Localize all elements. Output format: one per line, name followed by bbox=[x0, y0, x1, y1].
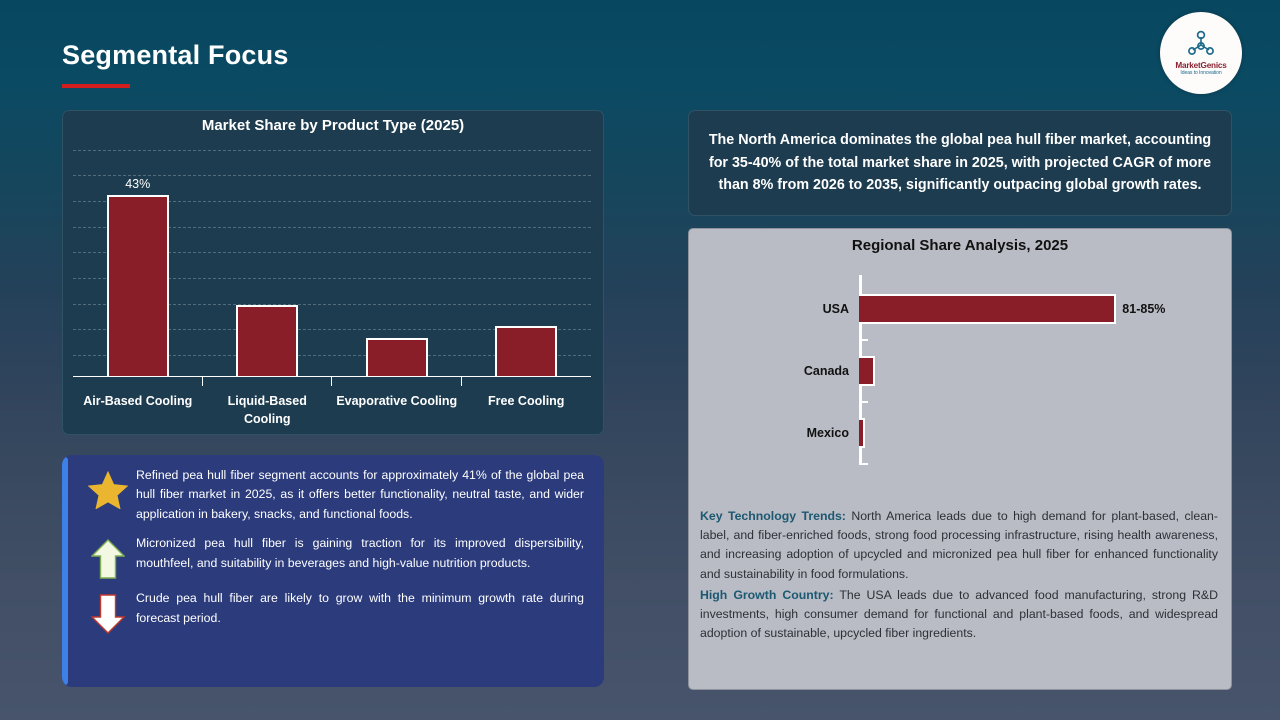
regional-bar-label: Mexico bbox=[806, 425, 849, 440]
note-paragraph: High Growth Country: The USA leads due t… bbox=[700, 586, 1218, 644]
x-axis-label: Air-Based Cooling bbox=[83, 393, 193, 408]
insights-panel: Refined pea hull fiber segment accounts … bbox=[62, 455, 604, 687]
regional-analysis-panel: Regional Share Analysis, 2025 USA 81-85% C… bbox=[688, 228, 1232, 690]
page-title: Segmental Focus bbox=[62, 40, 289, 70]
bar bbox=[365, 338, 428, 376]
gridline bbox=[73, 175, 591, 177]
bar bbox=[106, 195, 169, 376]
gridline bbox=[73, 329, 591, 331]
note-paragraph: Key Technology Trends: North America lea… bbox=[700, 507, 1218, 584]
x-axis-labels: Air-Based Cooling Liquid-Based Cooling Eva… bbox=[73, 392, 591, 428]
callout-panel: The North America dominates the global p… bbox=[688, 110, 1232, 216]
y-axis-tick bbox=[859, 401, 868, 403]
insight-item: Refined pea hull fiber segment accounts … bbox=[80, 463, 594, 524]
regional-bar bbox=[859, 417, 865, 448]
arrow-up-icon bbox=[80, 531, 136, 579]
insight-text: Micronized pea hull fiber is gaining tra… bbox=[136, 536, 584, 570]
regional-chart-plot-area: USA 81-85% Canada Mexico bbox=[689, 265, 1231, 465]
company-logo: MarketGenics Ideas to Innovation bbox=[1160, 12, 1242, 94]
insight-item: Crude pea hull fiber are likely to grow … bbox=[80, 586, 594, 635]
bar-column: 43% bbox=[73, 145, 203, 376]
bar-chart-title: Market Share by Product Type (2025) bbox=[201, 117, 465, 134]
insight-text: Crude pea hull fiber are likely to grow … bbox=[136, 591, 584, 625]
note-label: High Growth Country: bbox=[700, 587, 834, 602]
market-share-chart-panel: Market Share by Product Type (2025) 43% … bbox=[62, 110, 604, 435]
arrow-down-icon bbox=[80, 586, 136, 635]
insight-text: Refined pea hull fiber segment accounts … bbox=[136, 468, 584, 521]
logo-company-name: MarketGenics bbox=[1175, 60, 1227, 70]
regional-bar-track bbox=[859, 355, 1231, 386]
network-nodes-icon bbox=[1186, 30, 1216, 61]
insights-accent-bar bbox=[62, 457, 68, 685]
bar-column bbox=[203, 145, 333, 376]
x-axis-label: Free Cooling bbox=[488, 393, 565, 408]
x-axis-tick bbox=[462, 377, 592, 386]
regional-bar bbox=[859, 355, 875, 386]
note-body: The USA leads due to advanced food manuf… bbox=[700, 587, 1218, 641]
x-axis-tick bbox=[332, 377, 462, 386]
regional-bar-label: USA bbox=[822, 301, 849, 316]
y-axis-tick bbox=[859, 463, 868, 465]
regional-bar-row: Canada bbox=[689, 339, 1231, 402]
regional-bar-row: Mexico bbox=[689, 401, 1231, 464]
bar-column bbox=[462, 145, 592, 376]
x-axis-tick bbox=[203, 377, 333, 386]
bar-series: 43% bbox=[73, 145, 591, 376]
insights-list: Refined pea hull fiber segment accounts … bbox=[80, 463, 594, 641]
notes-list: Key Technology Trends: North America lea… bbox=[700, 507, 1218, 646]
y-axis-tick bbox=[859, 339, 868, 341]
star-icon bbox=[80, 463, 136, 509]
regional-bar-label: Canada bbox=[803, 363, 849, 378]
title-underline bbox=[62, 84, 130, 88]
gridline bbox=[73, 303, 591, 305]
gridline bbox=[73, 200, 591, 202]
x-axis-ticks bbox=[73, 377, 591, 386]
gridline bbox=[73, 226, 591, 228]
regional-bar bbox=[859, 293, 1117, 324]
note-label: Key Technology Trends: bbox=[700, 509, 846, 523]
regional-bar-row: USA 81-85% bbox=[689, 277, 1231, 340]
insight-item: Micronized pea hull fiber is gaining tra… bbox=[80, 531, 594, 579]
bar-column bbox=[332, 145, 462, 376]
note-body: North America leads due to high demand f… bbox=[700, 509, 1218, 581]
x-axis-label: Evaporative Cooling bbox=[336, 393, 458, 408]
callout-text: The North America dominates the global p… bbox=[708, 132, 1212, 194]
regional-chart-title: Regional Share Analysis, 2025 bbox=[851, 237, 1069, 254]
bar-value-label: 43% bbox=[125, 177, 151, 192]
gridline bbox=[73, 354, 591, 356]
gridline bbox=[73, 252, 591, 254]
x-axis-label: Liquid-Based Cooling bbox=[227, 393, 307, 426]
gridline bbox=[73, 277, 591, 279]
gridline bbox=[73, 149, 591, 151]
x-axis-line bbox=[73, 376, 591, 377]
regional-bar-track: 81-85% bbox=[859, 293, 1231, 324]
logo-tagline: Ideas to Innovation bbox=[1180, 69, 1222, 76]
bar-chart-plot-area: 43% bbox=[73, 145, 591, 376]
regional-bar-value: 81-85% bbox=[1122, 301, 1166, 316]
bar bbox=[495, 325, 558, 376]
x-axis-tick bbox=[73, 377, 203, 386]
bar bbox=[236, 304, 299, 376]
regional-bar-track bbox=[859, 417, 1231, 448]
